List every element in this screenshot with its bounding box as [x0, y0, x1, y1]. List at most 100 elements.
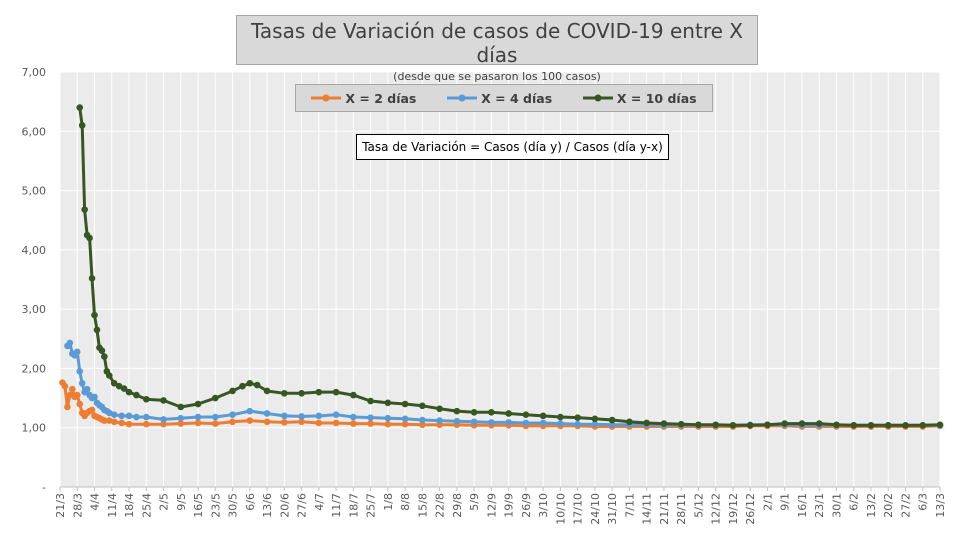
series-1-point [160, 420, 167, 428]
series-3-point [591, 415, 599, 423]
series-3-point [160, 397, 167, 404]
series-1-point [350, 420, 357, 427]
x-tick-label: 5/9 [468, 493, 481, 511]
series-1-point [110, 418, 118, 426]
x-tick-label: 21/3 [54, 493, 67, 518]
series-2-point [118, 412, 125, 420]
series-1-point [118, 419, 125, 427]
series-3-point [281, 390, 288, 397]
x-tick-label: 27/6 [296, 493, 309, 518]
series-3-point [764, 421, 771, 429]
y-tick-label: - [42, 481, 46, 494]
series-1-point [194, 419, 202, 427]
series-2-point [246, 407, 254, 415]
x-tick-label: 30/5 [227, 493, 240, 518]
x-tick-label: 23/5 [209, 493, 222, 518]
series-2-point [133, 413, 140, 421]
x-tick-label: 30/1 [830, 493, 843, 518]
series-1-point [246, 417, 254, 424]
x-tick-label: 16/1 [796, 493, 809, 518]
x-tick-label: 2/5 [158, 493, 171, 511]
series-2-point [505, 419, 512, 426]
series-2-point [384, 414, 392, 422]
legend-label-x4: X = 4 días [481, 90, 553, 106]
series-2-point [367, 414, 374, 421]
series-3-point [105, 372, 113, 379]
series-2-point [298, 413, 305, 420]
series-2-point [419, 416, 426, 424]
series-1-point [61, 382, 69, 390]
x-tick-label: 10/10 [554, 493, 567, 525]
legend-item-x10: X = 10 días [582, 91, 697, 106]
series-3-point [574, 414, 581, 421]
series-3-point [746, 422, 754, 429]
series-3-point [86, 234, 93, 242]
x-tick-label: 4/4 [89, 493, 102, 511]
series-2-point [73, 348, 81, 356]
x-tick-label: 19/9 [503, 493, 516, 518]
y-tick-label: 7,00 [22, 66, 47, 79]
x-tick-label: 20/2 [882, 493, 895, 518]
series-3-point [253, 381, 261, 389]
x-tick-label: 11/4 [106, 493, 119, 518]
series-1-point [76, 400, 84, 408]
series-3-point [115, 382, 123, 390]
x-tick-label: 4/7 [313, 493, 326, 511]
series-3-point [367, 397, 374, 405]
series-3-point [626, 418, 633, 426]
y-tick-label: 5,00 [22, 185, 47, 198]
legend-marker-x2 [311, 94, 342, 102]
series-3-point [93, 326, 101, 334]
series-3-point [120, 385, 128, 392]
series-3-point [76, 104, 84, 111]
series-1-point [281, 419, 288, 426]
series-2-point [557, 420, 564, 427]
series-3-point [125, 388, 133, 396]
x-tick-label: 17/10 [572, 493, 585, 525]
x-tick-label: 5/12 [692, 493, 705, 518]
series-3-point [643, 419, 650, 427]
x-tick-label: 1/8 [382, 493, 395, 511]
series-1-point [298, 418, 305, 426]
series-3-point [608, 416, 616, 424]
series-2-point [66, 339, 74, 347]
series-2-point [539, 419, 547, 427]
series-3-point [505, 410, 512, 417]
x-tick-label: 19/12 [727, 493, 740, 525]
x-tick-label: 18/4 [123, 493, 136, 518]
x-tick-label: 31/10 [606, 493, 619, 525]
legend-marker-x10 [582, 94, 613, 102]
x-tick-label: 20/6 [278, 493, 291, 518]
series-2-point [574, 420, 581, 428]
series-1-point [125, 420, 133, 428]
series-3-point [246, 379, 254, 387]
series-3-point [315, 388, 323, 396]
series-3-point [453, 407, 461, 415]
series-2-point [211, 413, 219, 421]
series-2-point [160, 416, 167, 423]
x-tick-label: 21/11 [658, 493, 671, 525]
y-tick-label: 1,00 [22, 422, 47, 435]
series-3-point [110, 379, 118, 387]
y-tick-label: 2,00 [22, 362, 47, 375]
series-2-point [332, 411, 340, 418]
series-1-point [101, 417, 108, 424]
x-tick-label: 8/8 [399, 493, 412, 511]
series-2-point [125, 412, 133, 420]
series-1-point [69, 385, 76, 393]
series-3-point [798, 420, 806, 427]
x-tick-label: 26/9 [520, 493, 533, 518]
series-3-point [712, 421, 719, 429]
series-2-point [110, 411, 118, 418]
series-3-point [350, 391, 357, 399]
x-tick-label: 16/5 [192, 493, 205, 518]
x-tick-label: 7/11 [623, 493, 636, 518]
series-2-point [142, 413, 150, 421]
x-tick-label: 12/9 [485, 493, 498, 518]
x-tick-label: 13/3 [934, 493, 947, 518]
series-2-point [350, 413, 357, 421]
series-3-point [781, 420, 789, 427]
legend-marker-x4 [447, 94, 478, 102]
chart-subtitle: (desde que se pasaron los 100 casos) [393, 70, 601, 83]
